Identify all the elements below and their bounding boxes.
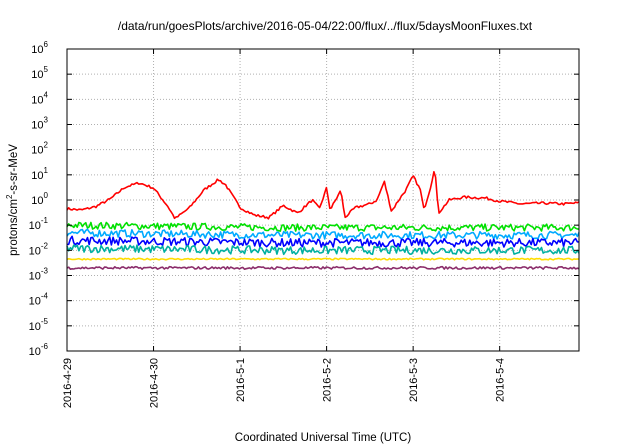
x-tick-label: 2016-5-2 [322,358,334,402]
y-tick-label: 103 [31,116,48,132]
x-tick-label: 2016-4-30 [149,358,161,408]
y-tick-label: 10-2 [29,241,49,257]
x-tick-label: 2016-5-3 [408,358,420,402]
series-line [66,228,580,240]
y-tick-label: 102 [31,141,48,157]
y-tick-label: 104 [31,90,48,106]
x-axis-ticks: 2016-4-29 2016-4-30 2016-5-1 2016-5-2 2016-5… [62,49,507,408]
series-line [66,235,580,248]
y-tick-label: 101 [31,166,48,182]
series-line [66,257,579,261]
y-tick-label: 10-6 [29,342,49,358]
y-axis-label: protons/cm2-s-sr-MeV [5,144,20,256]
series-line [66,221,580,232]
y-tick-label: 106 [31,40,48,56]
y-tick-label: 105 [31,65,48,81]
x-tick-label: 2016-5-1 [235,358,247,402]
y-tick-label: 10-4 [29,292,49,308]
series-line [66,265,580,270]
y-tick-label: 10-5 [29,317,49,333]
series-line [66,171,580,220]
x-tick-label: 2016-4-29 [62,358,74,408]
x-tick-label: 2016-5-4 [495,358,507,402]
series-layer [66,171,580,270]
x-axis-label: Coordinated Universal Time (UTC) [235,432,412,444]
chart-title: /data/run/goesPlots/archive/2016-05-04/2… [118,19,533,33]
series-line [66,244,580,256]
y-tick-label: 10-1 [29,216,49,232]
y-tick-label: 100 [31,191,48,207]
y-axis-ticks: 10-6 10-5 10-4 10-3 10-2 10-1 100 101 102 103 104 1… [29,40,579,358]
y-tick-label: 10-3 [29,267,49,283]
